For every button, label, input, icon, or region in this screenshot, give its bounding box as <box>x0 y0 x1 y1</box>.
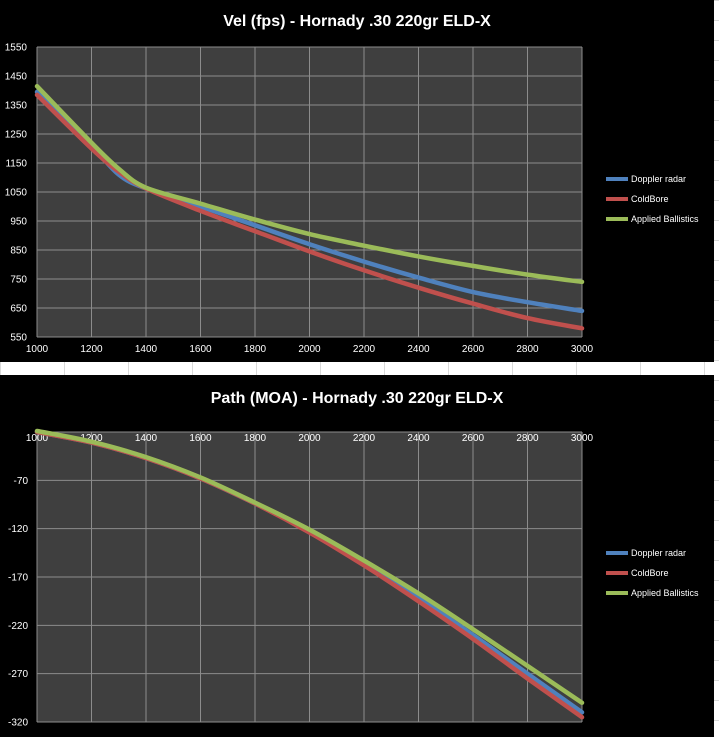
y-tick-label: 850 <box>10 246 27 257</box>
y-tick-label: 950 <box>10 217 27 228</box>
series-line-coldbore <box>34 92 585 331</box>
y-tick-label: 1550 <box>5 43 28 54</box>
y-tick-label: 550 <box>10 333 27 344</box>
x-tick-label: 2400 <box>407 433 430 444</box>
y-tick-label: -120 <box>8 524 28 535</box>
y-tick-label: -270 <box>8 669 28 680</box>
x-tick-label: 1000 <box>26 433 49 444</box>
x-tick-label: 2800 <box>516 433 539 444</box>
x-tick-label: 1600 <box>189 433 212 444</box>
x-tick-label: 2000 <box>298 344 321 355</box>
y-tick-label: 650 <box>10 304 27 315</box>
y-tick-label: 1050 <box>5 188 28 199</box>
x-tick-label: 1200 <box>80 433 103 444</box>
y-tick-label: 1350 <box>5 101 28 112</box>
y-tick-label: -220 <box>8 621 28 632</box>
x-tick-label: 1200 <box>80 344 103 355</box>
x-tick-label: 2200 <box>353 433 376 444</box>
x-tick-label: 2400 <box>407 344 430 355</box>
x-tick-label: 1400 <box>135 433 158 444</box>
x-tick-label: 2200 <box>353 344 376 355</box>
y-tick-label: 1450 <box>5 72 28 83</box>
legend-label: ColdBore <box>631 568 669 578</box>
legend-label: Applied Ballistics <box>631 588 699 598</box>
x-tick-label: 1000 <box>26 344 49 355</box>
x-tick-label: 3000 <box>571 344 594 355</box>
velocity-chart[interactable]: Vel (fps) - Hornady .30 220gr ELD-X 1000… <box>0 0 714 362</box>
x-tick-label: 3000 <box>571 433 594 444</box>
y-tick-label: -170 <box>8 573 28 584</box>
series-line-applied-ballistics <box>34 83 585 285</box>
x-tick-label: 2000 <box>298 433 321 444</box>
legend-label: Doppler radar <box>631 548 686 558</box>
y-tick-label: 750 <box>10 275 27 286</box>
velocity-chart-svg: Vel (fps) - Hornady .30 220gr ELD-X 1000… <box>5 13 699 355</box>
x-tick-label: 1800 <box>244 433 267 444</box>
path-chart-svg: Path (MOA) - Hornady .30 220gr ELD-X 100… <box>8 390 699 729</box>
x-tick-label: 2600 <box>462 344 485 355</box>
legend-label: Doppler radar <box>631 174 686 184</box>
y-tick-label: 1150 <box>5 159 27 170</box>
x-tick-label: 2600 <box>462 433 485 444</box>
y-tick-label: -320 <box>8 718 28 729</box>
y-tick-label: 1250 <box>5 130 28 141</box>
x-tick-label: 1400 <box>135 344 158 355</box>
x-tick-label: 1600 <box>189 344 212 355</box>
chart-title: Path (MOA) - Hornady .30 220gr ELD-X <box>211 390 504 407</box>
y-tick-label: -70 <box>14 476 29 487</box>
series-line-applied-ballistics <box>34 428 585 705</box>
chart-title: Vel (fps) - Hornady .30 220gr ELD-X <box>223 13 491 30</box>
legend-label: ColdBore <box>631 194 669 204</box>
path-chart[interactable]: Path (MOA) - Hornady .30 220gr ELD-X 100… <box>0 375 714 737</box>
x-tick-label: 2800 <box>516 344 539 355</box>
x-tick-label: 1800 <box>244 344 267 355</box>
legend-label: Applied Ballistics <box>631 214 699 224</box>
